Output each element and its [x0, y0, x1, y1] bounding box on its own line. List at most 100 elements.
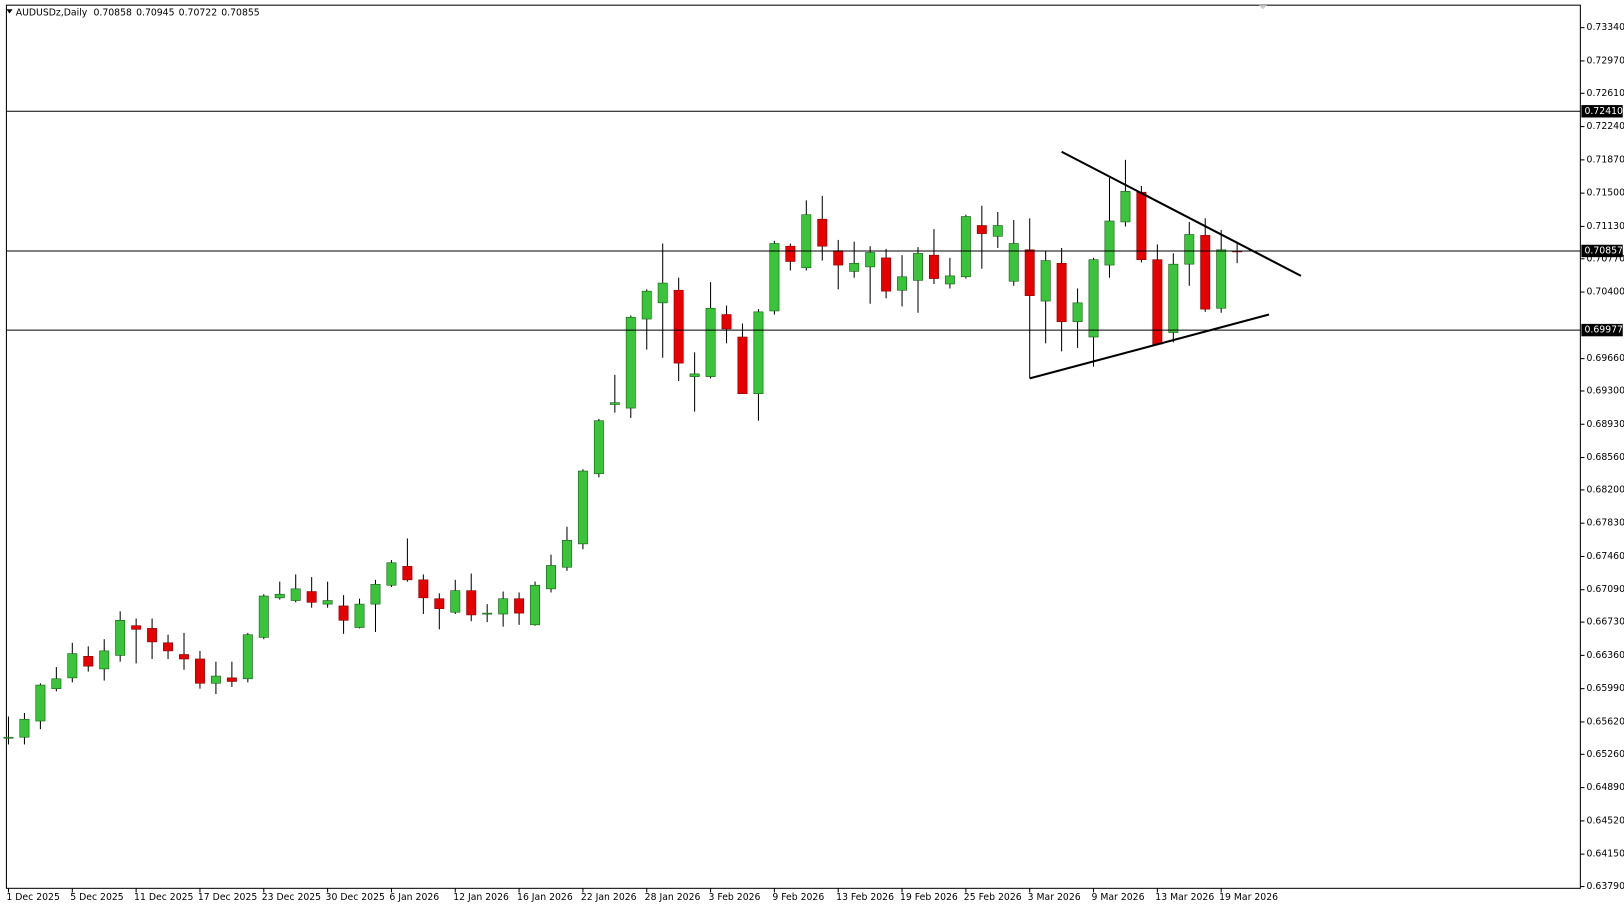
price-label-box	[1581, 323, 1623, 337]
candle-body-down	[179, 654, 189, 660]
candle-body-up	[290, 588, 301, 601]
candle-body-down	[147, 628, 158, 643]
candle-body-up	[51, 678, 62, 689]
candle-body-up	[546, 565, 556, 590]
candle-body-up	[370, 584, 381, 605]
candle-body-up	[3, 736, 14, 739]
candle-body-up	[530, 584, 541, 626]
candle-body-up	[1184, 234, 1195, 265]
candle-body-up	[1216, 249, 1227, 309]
candle-body-down	[163, 642, 174, 652]
candle-body-up	[386, 562, 397, 586]
candle-body-down	[817, 218, 828, 247]
y-tick-label: 0.67830	[1587, 518, 1624, 529]
candle-body-up	[1120, 191, 1131, 223]
candle-body-down	[338, 605, 349, 621]
shift-marker	[1258, 5, 1268, 10]
candle-body-up	[769, 243, 780, 312]
chart-header: AUDUSDz,Daily 0.70858 0.70945 0.70722 0.7085…	[16, 7, 260, 18]
x-tick-label: 6 Jan 2026	[389, 892, 439, 903]
candle-body-down	[1200, 235, 1211, 310]
candle-body-up	[577, 470, 588, 545]
candle-body-up	[1104, 220, 1115, 266]
y-tick-label: 0.65620	[1587, 716, 1624, 727]
candle-body-up	[689, 373, 700, 377]
candle-body-up	[274, 593, 285, 599]
x-tick-label: 13 Feb 2026	[836, 892, 894, 903]
y-tick-label: 0.69660	[1587, 353, 1624, 364]
candle-body-up	[992, 225, 1003, 237]
x-tick-label: 9 Mar 2026	[1091, 892, 1144, 903]
y-tick-label: 0.64520	[1587, 815, 1624, 826]
candle-body-down	[976, 225, 987, 234]
x-tick-label: 28 Jan 2026	[645, 892, 701, 903]
y-tick-label: 0.64150	[1587, 849, 1624, 860]
y-tick-label: 0.71870	[1587, 154, 1624, 165]
candle-body-up	[865, 252, 876, 268]
candle-body-up	[705, 307, 716, 377]
y-tick-label: 0.65990	[1587, 683, 1624, 694]
candle-body-down	[226, 677, 237, 682]
candle-body-up	[482, 612, 493, 615]
y-tick-label: 0.68930	[1587, 419, 1624, 430]
x-tick-label: 25 Feb 2026	[964, 892, 1022, 903]
candle-body-down	[785, 245, 796, 262]
candle-body-down	[833, 250, 844, 266]
price-label: 0.72410	[1584, 106, 1623, 117]
y-tick-label: 0.64890	[1587, 782, 1624, 793]
candle-body-up	[322, 600, 333, 605]
y-tick-label: 0.71130	[1587, 221, 1624, 232]
candle-body-up	[913, 253, 923, 281]
y-tick-label: 0.67460	[1587, 551, 1624, 562]
candle-body-up	[1040, 260, 1051, 302]
candle-body-up	[641, 290, 652, 320]
menu-triangle	[6, 9, 13, 14]
candle-body-up	[753, 311, 764, 394]
header-open: 0.70858	[93, 7, 132, 18]
candle-body-down	[1056, 262, 1067, 323]
y-tick-label: 0.70400	[1587, 287, 1624, 298]
x-tick-label: 19 Feb 2026	[900, 892, 958, 903]
candle-body-up	[498, 598, 509, 615]
candle-body-up	[99, 650, 110, 670]
y-tick-label: 0.70770	[1587, 253, 1624, 264]
candle-body-down	[83, 655, 94, 667]
candle-body-up	[1168, 263, 1179, 333]
y-tick-label: 0.72610	[1587, 88, 1624, 99]
y-tick-label: 0.68200	[1587, 484, 1624, 495]
trendline	[1029, 313, 1270, 380]
candle-body-up	[944, 275, 955, 285]
price-label-box	[1581, 244, 1623, 258]
candle-body-up	[849, 262, 860, 272]
x-tick-label: 9 Feb 2026	[772, 892, 824, 903]
candle-body-up	[19, 718, 30, 738]
y-tick-label: 0.68560	[1587, 452, 1624, 463]
candle-body-down	[131, 625, 142, 630]
x-tick-label: 22 Jan 2026	[581, 892, 637, 903]
candle-body-down	[306, 591, 317, 603]
candle-body-up	[450, 590, 461, 613]
header-high: 0.70945	[136, 7, 175, 18]
price-label: 0.70857	[1584, 245, 1623, 256]
candle-body-down	[514, 598, 525, 614]
plot-frame	[5, 4, 1581, 889]
candle-body-down	[929, 254, 939, 279]
candle-body-up	[1088, 259, 1099, 338]
candle-body-down	[737, 336, 748, 394]
x-tick-label: 23 Dec 2025	[262, 892, 321, 903]
candle-body-up	[657, 282, 668, 304]
y-tick-label: 0.67090	[1587, 584, 1624, 595]
candle-body-down	[466, 590, 477, 616]
y-tick-label: 0.65260	[1587, 749, 1624, 760]
candle-body-down	[434, 598, 445, 609]
candle-body-down	[721, 314, 732, 330]
candle-body-down	[881, 257, 892, 292]
x-tick-label: 16 Jan 2026	[517, 892, 573, 903]
candle-body-up	[801, 214, 812, 269]
candle-body-down	[402, 566, 413, 581]
x-tick-label: 3 Feb 2026	[709, 892, 761, 903]
y-tick-label: 0.72970	[1587, 55, 1624, 66]
candle-body-up	[210, 675, 221, 684]
